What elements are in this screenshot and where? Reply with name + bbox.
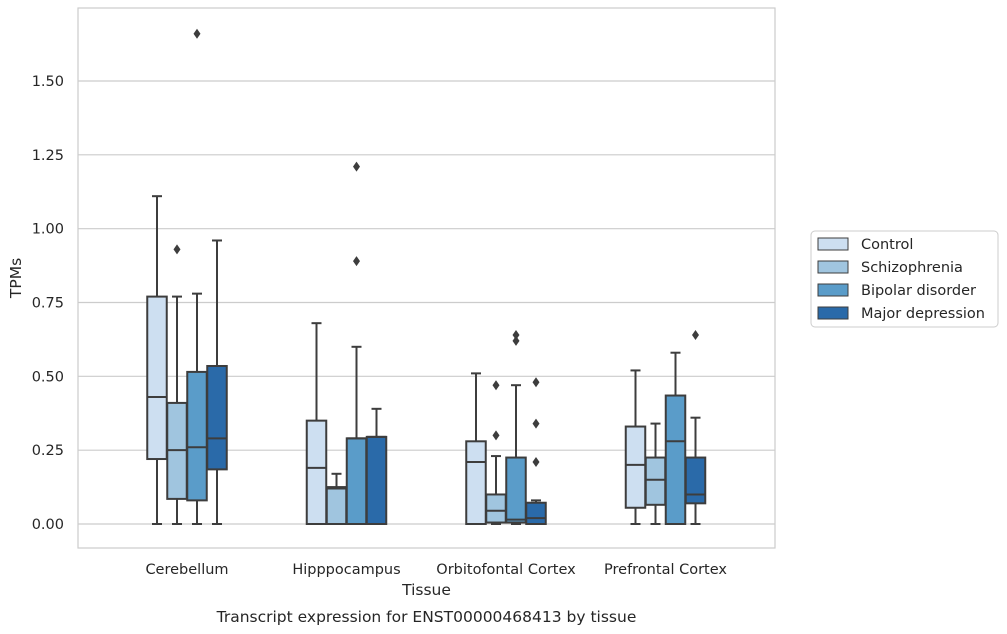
box-body	[206, 364, 228, 471]
outlier-point	[193, 28, 201, 39]
box-schizophrenia	[166, 244, 188, 525]
box-major-depression	[365, 407, 388, 526]
legend-label: Control	[861, 237, 913, 253]
outlier-point	[492, 380, 500, 391]
box-control	[624, 369, 647, 525]
y-tick-label: 0.50	[32, 369, 64, 385]
outlier-point	[532, 377, 540, 388]
box-control	[305, 322, 328, 525]
plot-area	[77, 7, 776, 549]
x-tick-label: Orbitofontal Cortex	[436, 562, 576, 578]
y-tick-label: 1.00	[32, 222, 64, 238]
y-tick-label: 0.75	[32, 296, 64, 312]
outlier-point	[173, 244, 181, 255]
y-tick-label: 0.25	[32, 443, 64, 459]
box-bipolar-disorder	[505, 329, 527, 525]
box-body	[345, 437, 368, 525]
box-schizophrenia	[644, 422, 667, 525]
y-axis-label: TPMs	[7, 258, 25, 299]
box-major-depression	[684, 329, 707, 525]
legend-label: Major depression	[861, 306, 985, 322]
box-schizophrenia	[325, 472, 348, 526]
box-body	[146, 295, 168, 461]
box-body	[325, 486, 348, 526]
box-body	[485, 493, 507, 524]
outlier-point	[512, 335, 520, 346]
legend-frame	[810, 230, 999, 328]
box-major-depression	[525, 377, 547, 525]
legend-label: Bipolar disorder	[861, 283, 976, 299]
x-tick-label: Cerebellum	[145, 562, 228, 578]
outlier-point	[492, 430, 500, 441]
x-tick-label: Prefrontal Cortex	[604, 562, 727, 578]
outlier-point	[353, 161, 360, 172]
y-tick-label: 1.25	[32, 148, 64, 164]
box-bipolar-disorder	[186, 28, 208, 525]
outlier-point	[512, 329, 520, 340]
box-body	[465, 440, 487, 526]
box-body	[505, 456, 527, 524]
box-body	[305, 419, 328, 525]
box-body	[186, 370, 208, 502]
box-bipolar-disorder	[345, 161, 368, 525]
outlier-point	[532, 456, 540, 467]
legend-label: Schizophrenia	[861, 260, 963, 276]
box-body	[525, 501, 547, 525]
chart-caption: Transcript expression for ENST0000046841…	[216, 608, 637, 626]
legend-swatch	[817, 237, 849, 251]
outlier-point	[532, 418, 540, 429]
legend: Control Schizophrenia Bipolar disorder Majo…	[810, 230, 999, 328]
legend-swatch	[817, 283, 849, 297]
legend-swatch	[817, 260, 849, 274]
box-control	[465, 372, 487, 526]
y-tick-label: 1.50	[32, 74, 64, 90]
outlier-point	[692, 329, 699, 340]
y-tick-labels: 0.00 0.25 0.50 0.75 1.00 1.25 1.50	[32, 74, 64, 533]
box-major-depression	[206, 239, 228, 525]
x-axis-label: Tissue	[401, 581, 451, 599]
box-bipolar-disorder	[664, 351, 687, 525]
box-body	[684, 456, 707, 505]
x-tick-label: Hipppocampus	[292, 562, 400, 578]
y-tick-label: 0.00	[32, 517, 64, 533]
x-tick-labels: Cerebellum Hipppocampus Orbitofontal Corte…	[145, 562, 727, 578]
box-schizophrenia	[485, 380, 507, 525]
box-body	[624, 425, 647, 509]
box-control	[146, 195, 168, 525]
box-groups	[146, 28, 707, 526]
legend-swatch	[817, 306, 849, 320]
box-body	[664, 394, 687, 525]
box-body	[365, 435, 388, 526]
outlier-point	[353, 256, 360, 267]
box-body	[644, 456, 667, 506]
